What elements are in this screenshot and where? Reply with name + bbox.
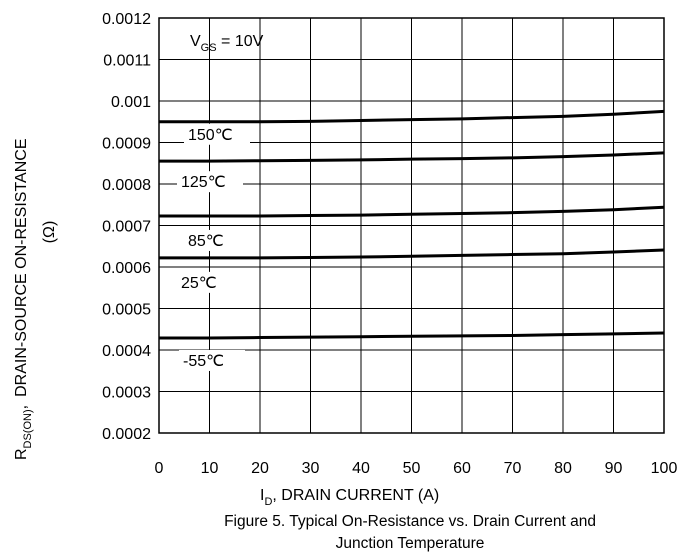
- x-tick-label: 40: [352, 460, 370, 477]
- x-tick-label: 30: [302, 460, 320, 477]
- series-label: -55℃: [183, 353, 224, 370]
- series-line: [159, 248, 665, 260]
- series-label-bg: [177, 271, 243, 293]
- y-tick-label: 0.0004: [102, 343, 151, 360]
- series-labels: 150℃ 125℃ 85℃ 25℃ -55℃: [177, 123, 250, 371]
- y-tick-label: 0.0012: [102, 11, 151, 28]
- series-line: [159, 109, 665, 124]
- y-tick-label: 0.0007: [102, 219, 151, 236]
- y-tick-label: 0.0006: [102, 260, 151, 277]
- y-tick-label: 0.0003: [102, 385, 151, 402]
- figure-caption-line-1: Figure 5. Typical On-Resistance vs. Drai…: [224, 513, 596, 530]
- series-label-bg: [184, 229, 250, 251]
- y-tick-label: 0.0008: [102, 177, 151, 194]
- series-label-bg: [177, 171, 243, 193]
- y-tick-label: 0.0002: [102, 426, 151, 443]
- x-tick-label: 20: [251, 460, 269, 477]
- series-label: 125℃: [181, 174, 226, 191]
- x-tick-label: 70: [504, 460, 522, 477]
- figure-caption-line-2: Junction Temperature: [335, 535, 485, 552]
- x-tick-label: 60: [453, 460, 471, 477]
- y-axis-label: RDS(ON),DRAIN-SOURCE ON-RESISTANCE: [13, 138, 34, 460]
- series-label-bg: [179, 349, 245, 371]
- series-line: [159, 151, 665, 163]
- series-label-bg: [184, 123, 250, 145]
- y-tick-label: 0.001: [111, 94, 151, 111]
- x-tick-label: 50: [403, 460, 421, 477]
- x-tick-label: 100: [651, 460, 678, 477]
- series-label: 25℃: [181, 275, 217, 292]
- vgs-annotation: VGS = 10V: [190, 33, 264, 54]
- x-tick-label: 90: [605, 460, 623, 477]
- x-tick-label: 0: [155, 460, 164, 477]
- x-tick-labels: 0 10 20 30 40 50 60 70 80 90 100: [155, 460, 678, 477]
- y-tick-labels: 0.0012 0.0011 0.001 0.0009 0.0008 0.0007 0.000…: [102, 11, 151, 443]
- series-line: [159, 205, 665, 218]
- y-axis-unit: (Ω): [41, 221, 58, 244]
- y-tick-label: 0.0009: [102, 136, 151, 153]
- x-tick-label: 10: [201, 460, 219, 477]
- series-label: 85℃: [188, 233, 224, 250]
- plot-frame: [158, 17, 665, 434]
- x-axis-label: ID, DRAIN CURRENT (A): [260, 487, 439, 508]
- y-tick-label: 0.0011: [103, 53, 151, 70]
- series-line: [159, 331, 665, 340]
- series-label: 150℃: [188, 127, 233, 144]
- svg-text:RDS(ON),DRAIN-SOURCE ON-RESIST: RDS(ON),DRAIN-SOURCE ON-RESISTANCE: [13, 138, 34, 460]
- x-tick-label: 80: [554, 460, 572, 477]
- series-lines: [159, 109, 665, 340]
- y-tick-label: 0.0005: [102, 302, 151, 319]
